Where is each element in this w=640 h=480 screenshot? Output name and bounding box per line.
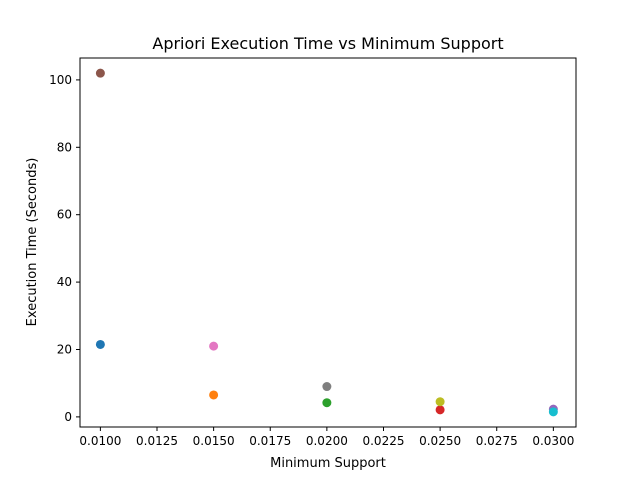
x-tick-label: 0.0125 <box>136 434 178 448</box>
y-tick-label: 60 <box>57 208 72 222</box>
scatter-point <box>548 407 558 417</box>
x-tick-label: 0.0175 <box>249 434 291 448</box>
y-tick-label: 100 <box>49 73 72 87</box>
chart-title: Apriori Execution Time vs Minimum Suppor… <box>152 34 503 53</box>
y-axis-label: Execution Time (Seconds) <box>25 158 40 327</box>
plot-area <box>95 68 558 417</box>
x-tick-label: 0.0250 <box>419 434 461 448</box>
y-tick-label: 0 <box>64 410 72 424</box>
scatter-point <box>435 405 445 415</box>
scatter-point <box>322 382 332 392</box>
x-axis: 0.0100 0.0125 0.0150 0.0175 0.0200 0.0225 0.02… <box>79 427 574 448</box>
scatter-point <box>95 68 105 78</box>
x-tick-label: 0.0200 <box>306 434 348 448</box>
scatter-point <box>95 339 105 349</box>
y-tick-label: 80 <box>57 140 72 154</box>
scatter-point <box>435 397 445 407</box>
x-tick-label: 0.0275 <box>476 434 518 448</box>
scatter-point <box>209 341 219 351</box>
x-tick-label: 0.0100 <box>79 434 121 448</box>
x-tick-label: 0.0300 <box>532 434 574 448</box>
x-axis-label: Minimum Support <box>270 456 386 471</box>
x-tick-label: 0.0150 <box>193 434 235 448</box>
y-tick-label: 40 <box>57 275 72 289</box>
scatter-point <box>209 390 219 400</box>
scatter-point <box>322 398 332 408</box>
plot-frame <box>79 57 577 428</box>
y-tick-label: 20 <box>57 342 72 356</box>
x-tick-label: 0.0225 <box>362 434 404 448</box>
y-axis: 0 20 40 60 80 100 <box>49 73 80 424</box>
